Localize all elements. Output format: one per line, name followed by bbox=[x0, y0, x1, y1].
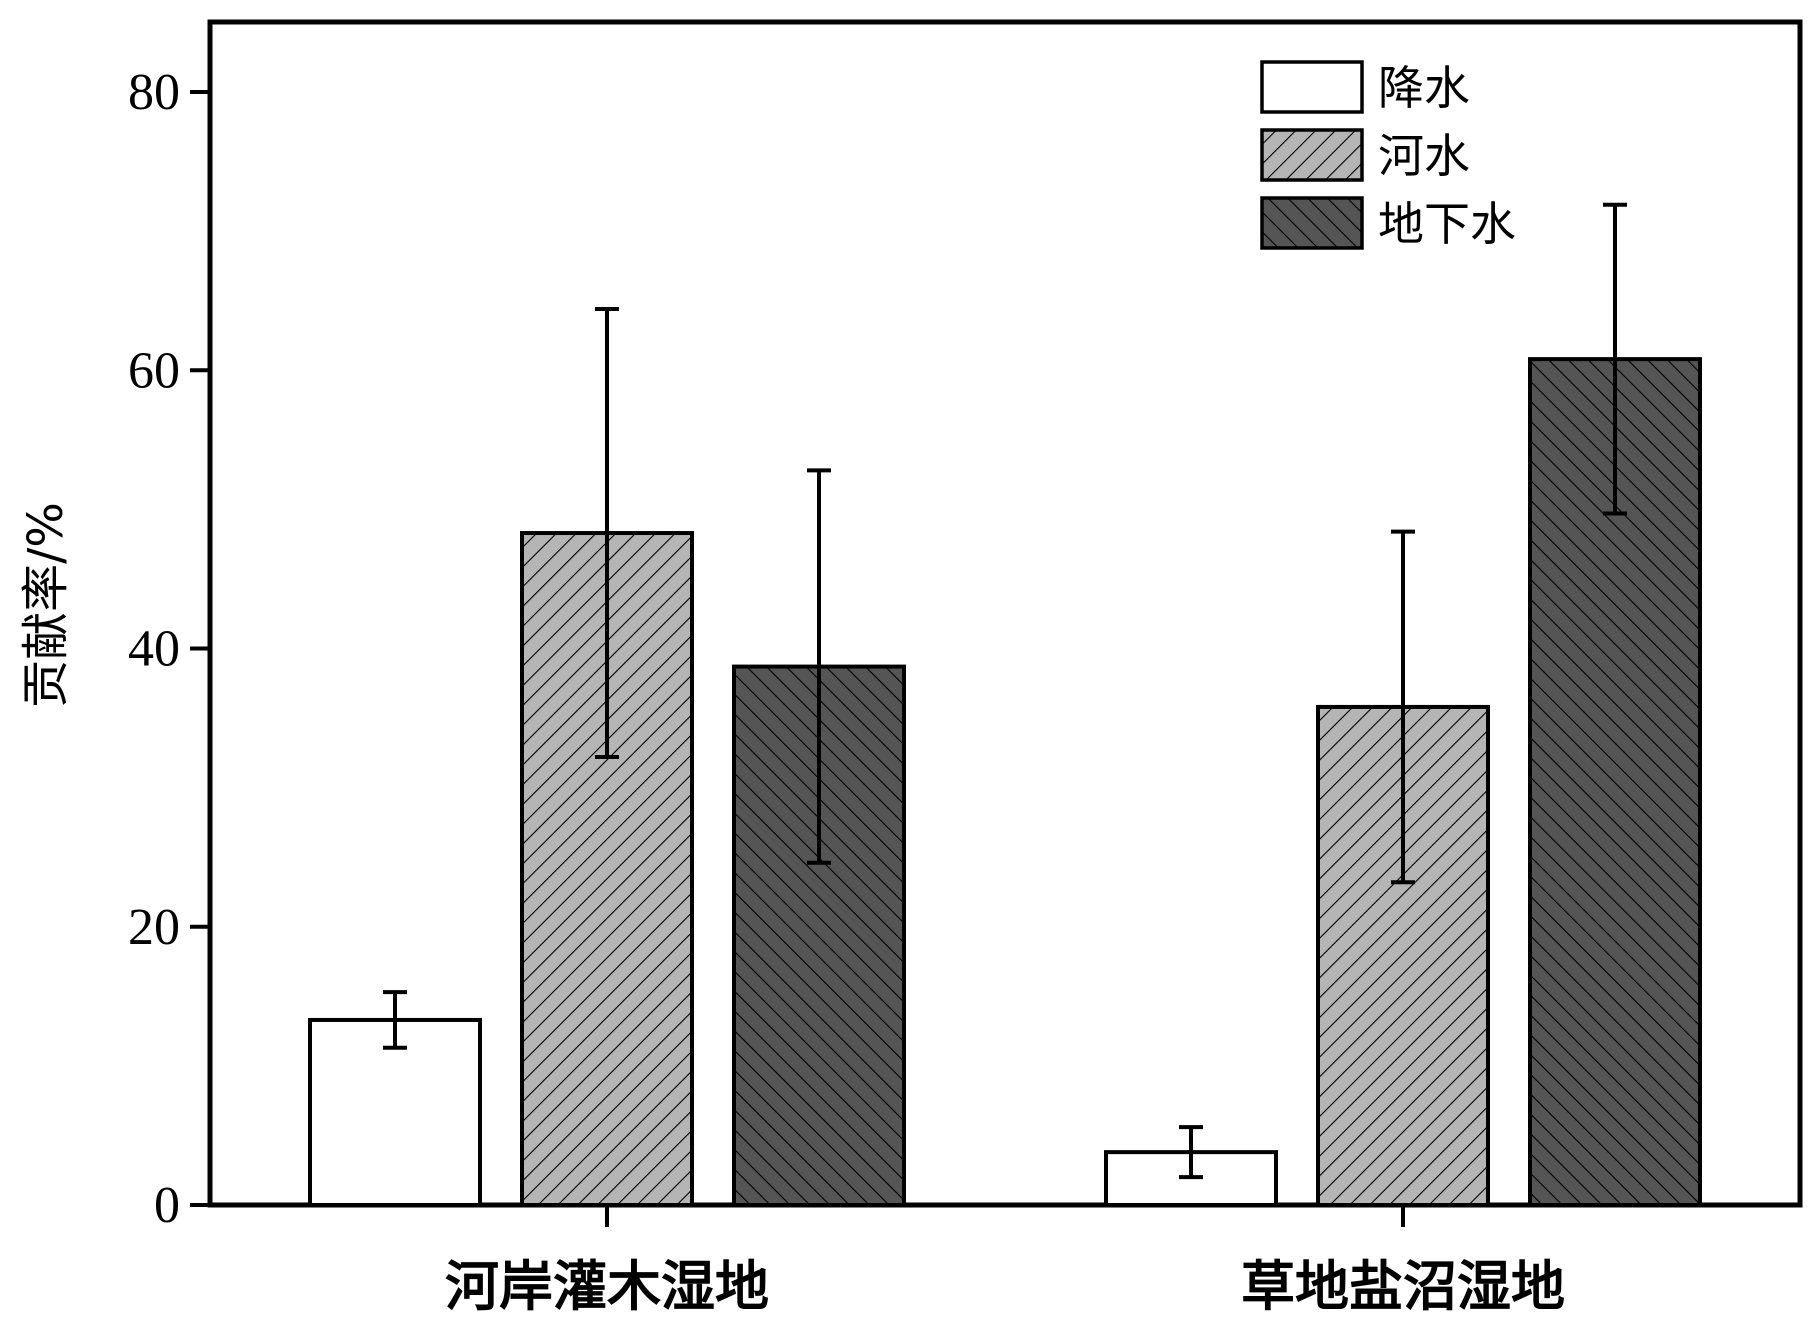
plot-frame bbox=[207, 19, 1803, 1208]
y-tick-label: 80 bbox=[128, 64, 180, 121]
legend-label: 河水 bbox=[1378, 129, 1470, 183]
legend-label: 地下水 bbox=[1378, 197, 1516, 251]
legend-swatch bbox=[1260, 128, 1364, 182]
legend-swatch bbox=[1260, 60, 1364, 114]
legend-swatch bbox=[1260, 196, 1364, 250]
x-category-label: 河岸灌木湿地 bbox=[445, 1255, 769, 1318]
x-category-label: 草地盐沼湿地 bbox=[1241, 1255, 1565, 1318]
y-tick-label: 20 bbox=[128, 899, 180, 956]
y-tick-label: 0 bbox=[154, 1177, 180, 1234]
y-tick-label: 40 bbox=[128, 621, 180, 678]
legend-label: 降水 bbox=[1378, 61, 1470, 115]
y-axis-title: 贡献率/% bbox=[18, 502, 74, 708]
y-tick-label: 60 bbox=[128, 342, 180, 399]
